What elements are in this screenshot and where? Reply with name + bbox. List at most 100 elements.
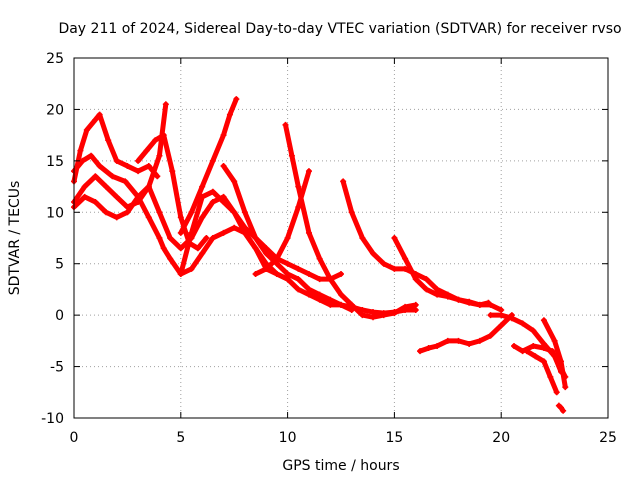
- data-point: [547, 373, 554, 380]
- data-point: [508, 315, 515, 322]
- data-point: [162, 101, 169, 108]
- data-point: [156, 235, 163, 241]
- x-tick-label: 15: [385, 430, 403, 446]
- data-point: [338, 301, 344, 308]
- data-point: [476, 337, 483, 344]
- data-point: [124, 209, 131, 216]
- y-tick-label: 25: [46, 51, 64, 67]
- data-point: [305, 286, 312, 293]
- data-point: [511, 343, 518, 349]
- data-point: [220, 199, 227, 205]
- series-sat-g: [177, 96, 240, 236]
- data-point: [444, 337, 451, 344]
- plot-frame: [73, 57, 609, 419]
- data-point: [143, 147, 150, 154]
- data-point: [359, 235, 366, 241]
- data-point: [83, 127, 90, 133]
- data-point: [530, 327, 537, 334]
- data-point: [338, 271, 344, 277]
- chart-title: Day 211 of 2024, Sidereal Day-to-day VTE…: [58, 21, 621, 37]
- data-point: [562, 384, 569, 391]
- data-point: [523, 348, 530, 355]
- data-point: [135, 157, 142, 164]
- data-point: [558, 358, 565, 365]
- data-point: [434, 343, 441, 349]
- data-point: [295, 265, 302, 272]
- data-point: [103, 209, 110, 216]
- data-point: [316, 296, 323, 303]
- data-point: [263, 250, 270, 257]
- data-point: [209, 199, 216, 205]
- data-point: [455, 337, 462, 344]
- data-point: [156, 152, 163, 159]
- data-point: [380, 312, 387, 319]
- data-point: [122, 178, 129, 185]
- series-sat-k: [340, 178, 492, 308]
- data-point: [109, 173, 116, 180]
- data-point: [233, 96, 240, 103]
- data-point: [177, 214, 184, 221]
- data-point: [316, 291, 323, 298]
- data-point: [241, 224, 248, 231]
- data-point: [284, 271, 291, 277]
- series-sat-m: [391, 235, 505, 313]
- data-point: [348, 301, 355, 308]
- data-point: [92, 199, 99, 205]
- data-point: [152, 137, 159, 144]
- data-point: [177, 229, 184, 236]
- data-point: [169, 168, 176, 175]
- data-point: [553, 389, 560, 396]
- y-tick-label: 0: [55, 308, 64, 324]
- data-point: [145, 163, 152, 169]
- data-point: [177, 245, 184, 252]
- data-point: [540, 358, 547, 365]
- data-point: [226, 111, 233, 118]
- y-tick-label: 20: [46, 102, 64, 118]
- data-point: [77, 147, 84, 154]
- x-axis-label: GPS time / hours: [282, 458, 399, 474]
- data-point: [96, 163, 103, 169]
- series-sat-c: [71, 111, 161, 185]
- tick-layer: 0 5 10 15 20 25 -10 -5 0 5 10 15 20 25: [41, 51, 617, 446]
- series-sat-s: [555, 402, 567, 414]
- series-sat-l: [348, 301, 419, 321]
- data-point: [145, 183, 152, 190]
- y-tick-label: 10: [46, 205, 64, 221]
- data-point: [412, 276, 419, 283]
- data-point: [412, 301, 419, 308]
- data-point: [327, 276, 334, 283]
- data-point: [425, 345, 432, 352]
- data-point: [487, 312, 494, 319]
- series-line: [71, 112, 160, 184]
- data-point: [305, 229, 312, 236]
- data-point: [231, 178, 238, 185]
- data-point: [145, 214, 152, 221]
- data-point: [391, 235, 398, 241]
- data-point: [231, 209, 238, 216]
- y-tick-label: 15: [46, 154, 64, 170]
- data-point: [154, 173, 161, 180]
- data-point: [327, 296, 334, 303]
- data-point: [423, 286, 430, 293]
- data-point: [252, 245, 259, 252]
- data-point: [295, 276, 302, 283]
- data-point: [103, 183, 110, 190]
- data-point: [156, 209, 163, 216]
- series-sat-f: [177, 188, 344, 283]
- data-point: [282, 121, 289, 128]
- data-point: [92, 173, 99, 180]
- data-point: [530, 343, 537, 349]
- data-point: [558, 404, 565, 411]
- data-point: [160, 132, 167, 139]
- data-point: [316, 255, 323, 262]
- data-point: [434, 291, 441, 298]
- data-point: [380, 260, 387, 267]
- y-tick-label: -10: [41, 411, 64, 427]
- data-point: [160, 245, 167, 252]
- data-point: [532, 353, 539, 360]
- data-point: [135, 193, 142, 200]
- data-point: [540, 345, 547, 352]
- data-point: [549, 348, 556, 355]
- data-point: [81, 183, 88, 190]
